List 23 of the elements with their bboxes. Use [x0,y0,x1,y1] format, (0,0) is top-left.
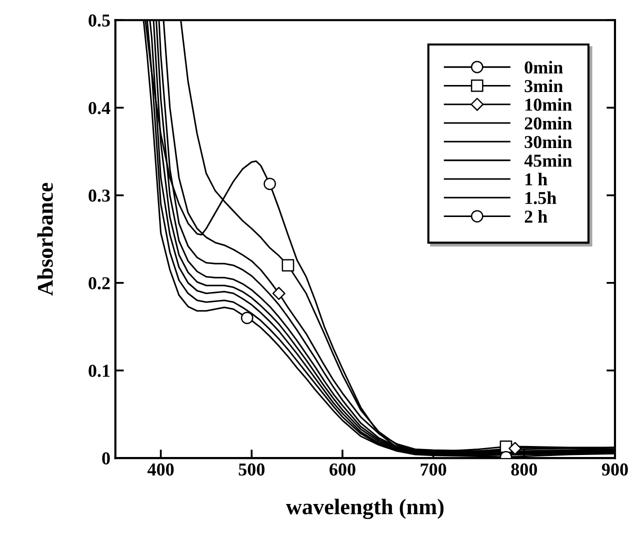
x-tick-label: 700 [420,463,446,476]
legend-label: 1 h [526,172,548,186]
legend-label: 20min [524,116,572,130]
legend-label: 10min [526,98,572,111]
legend-label: 30min [524,135,572,148]
y-tick-label: 0 [102,452,110,464]
legend-label: 0min [524,60,563,74]
y-tick-label: 0.1 [88,364,110,377]
legend-label: 1.5h [526,191,556,204]
legend-label: 3min [524,79,563,92]
y-tick-label: 0.5 [88,14,110,27]
y-tick-label: 0.4 [88,102,110,114]
x-tick-label: 500 [238,463,264,476]
y-tick-label: 0.2 [88,277,110,290]
x-tick-label: 800 [511,463,537,476]
x-axis-title: wavelength (nm) [286,498,444,520]
legend-label: 2 h [524,210,548,223]
legend-label: 45min [524,154,572,167]
x-tick-label: 600 [330,463,356,476]
x-tick-label: 400 [148,463,174,476]
y-axis-title: Absorbance [37,182,53,296]
x-tick-label: 900 [602,463,628,476]
y-tick-label: 0.3 [88,190,110,202]
